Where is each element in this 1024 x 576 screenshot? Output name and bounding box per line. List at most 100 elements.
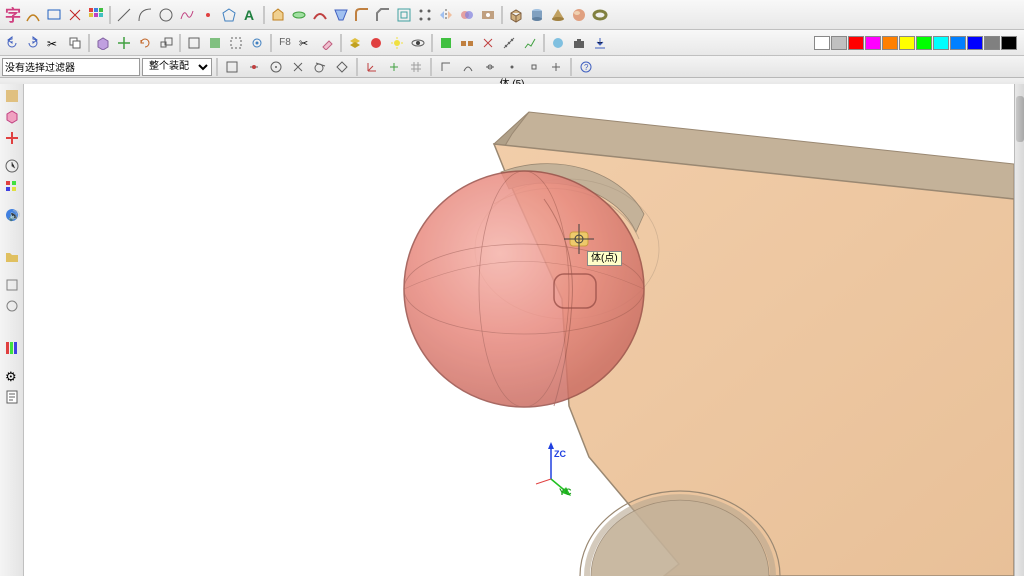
eraser-icon[interactable] <box>317 33 337 53</box>
box-icon[interactable] <box>506 5 526 25</box>
rect-tool-icon[interactable] <box>44 5 64 25</box>
camera-icon[interactable] <box>569 33 589 53</box>
swatch-red[interactable] <box>848 36 864 50</box>
help-icon[interactable]: ? <box>576 57 596 77</box>
nav-color-icon[interactable] <box>2 338 22 358</box>
nav-assembly-icon[interactable] <box>2 107 22 127</box>
nav-palette-icon[interactable] <box>2 177 22 197</box>
copy-icon[interactable] <box>65 33 85 53</box>
circle-tool-icon[interactable] <box>156 5 176 25</box>
measure-icon[interactable] <box>499 33 519 53</box>
assembly-dropdown[interactable]: 整个装配 <box>142 58 212 76</box>
redo-icon[interactable] <box>23 33 43 53</box>
constraint-icon[interactable] <box>478 33 498 53</box>
nav-gear-icon[interactable]: ⚙ <box>2 366 22 386</box>
snap-node-icon[interactable] <box>524 57 544 77</box>
nav-tool1-icon[interactable] <box>2 275 22 295</box>
cut-icon[interactable]: ✂ <box>44 33 64 53</box>
undo-icon[interactable] <box>2 33 22 53</box>
csys-icon[interactable] <box>362 57 382 77</box>
text-A-icon[interactable]: A <box>240 5 260 25</box>
render-icon[interactable] <box>548 33 568 53</box>
nav-part-icon[interactable] <box>2 86 22 106</box>
blend-icon[interactable] <box>352 5 372 25</box>
view-icon[interactable] <box>247 33 267 53</box>
chamfer-icon[interactable] <box>373 5 393 25</box>
rotate-icon[interactable] <box>135 33 155 53</box>
nav-doc-icon[interactable] <box>2 387 22 407</box>
snap-tangent-icon[interactable] <box>310 57 330 77</box>
green-block-icon[interactable] <box>436 33 456 53</box>
swatch-black[interactable] <box>1001 36 1017 50</box>
cube-icon[interactable] <box>93 33 113 53</box>
swatch-white[interactable] <box>814 36 830 50</box>
3d-viewport[interactable]: 体(点) ZC YC <box>24 84 1014 576</box>
grid-icon[interactable] <box>86 5 106 25</box>
revolve-icon[interactable] <box>289 5 309 25</box>
torus-icon[interactable] <box>590 5 610 25</box>
light-icon[interactable] <box>387 33 407 53</box>
snap-near-icon[interactable] <box>480 57 500 77</box>
shell-icon[interactable] <box>394 5 414 25</box>
cone-icon[interactable] <box>548 5 568 25</box>
eye-icon[interactable] <box>408 33 428 53</box>
point-tool-icon[interactable] <box>198 5 218 25</box>
hole-icon[interactable] <box>478 5 498 25</box>
sphere-icon[interactable] <box>569 5 589 25</box>
snap-intersect-icon[interactable] <box>288 57 308 77</box>
arc-tool-icon[interactable] <box>135 5 155 25</box>
snap-plus-icon[interactable] <box>546 57 566 77</box>
swatch-magenta[interactable] <box>865 36 881 50</box>
swatch-darkgray[interactable] <box>984 36 1000 50</box>
snap-center-icon[interactable] <box>266 57 286 77</box>
snap-on-icon[interactable] <box>458 57 478 77</box>
snap-end-icon[interactable] <box>222 57 242 77</box>
swatch-orange[interactable] <box>882 36 898 50</box>
shaded-icon[interactable] <box>205 33 225 53</box>
snap-perp-icon[interactable] <box>436 57 456 77</box>
f8-shortcut[interactable]: F8 <box>275 33 295 53</box>
snap-quad-icon[interactable] <box>332 57 352 77</box>
curve-tool-icon[interactable] <box>23 5 43 25</box>
nav-history-icon[interactable] <box>2 156 22 176</box>
sweep-icon[interactable] <box>310 5 330 25</box>
export-icon[interactable] <box>590 33 610 53</box>
polygon-tool-icon[interactable] <box>219 5 239 25</box>
assembly-icon[interactable] <box>457 33 477 53</box>
swatch-lightgray[interactable] <box>831 36 847 50</box>
scroll-thumb[interactable] <box>1016 96 1024 142</box>
loft-icon[interactable] <box>331 5 351 25</box>
selection-filter-dropdown[interactable] <box>2 58 140 76</box>
wcs-icon[interactable] <box>384 57 404 77</box>
scale-icon[interactable] <box>156 33 176 53</box>
nav-tool2-icon[interactable] <box>2 296 22 316</box>
boolean-icon[interactable] <box>457 5 477 25</box>
extrude-icon[interactable] <box>268 5 288 25</box>
mirror-icon[interactable] <box>436 5 456 25</box>
spline-tool-icon[interactable] <box>177 5 197 25</box>
pattern-icon[interactable] <box>415 5 435 25</box>
grid-snap-icon[interactable] <box>406 57 426 77</box>
text-tool-icon[interactable]: 字 <box>2 5 22 25</box>
hidden-icon[interactable] <box>226 33 246 53</box>
cylinder-icon[interactable] <box>527 5 547 25</box>
move-icon[interactable] <box>114 33 134 53</box>
vertical-scrollbar[interactable] <box>1014 84 1024 576</box>
snap-mid-icon[interactable] <box>244 57 264 77</box>
analysis-icon[interactable] <box>520 33 540 53</box>
cross-tool-icon[interactable] <box>65 5 85 25</box>
swatch-yellow[interactable] <box>899 36 915 50</box>
swatch-blue[interactable] <box>967 36 983 50</box>
line-tool-icon[interactable] <box>114 5 134 25</box>
layer-icon[interactable] <box>345 33 365 53</box>
swatch-green[interactable] <box>916 36 932 50</box>
swatch-cyan[interactable] <box>933 36 949 50</box>
material-icon[interactable] <box>366 33 386 53</box>
swatch-lightblue[interactable] <box>950 36 966 50</box>
nav-folder-icon[interactable] <box>2 247 22 267</box>
wireframe-icon[interactable] <box>184 33 204 53</box>
scissors-icon[interactable]: ✂ <box>296 33 316 53</box>
nav-roles-icon[interactable]: 🔊 <box>2 205 22 225</box>
nav-constraint-icon[interactable] <box>2 128 22 148</box>
snap-point-icon[interactable] <box>502 57 522 77</box>
